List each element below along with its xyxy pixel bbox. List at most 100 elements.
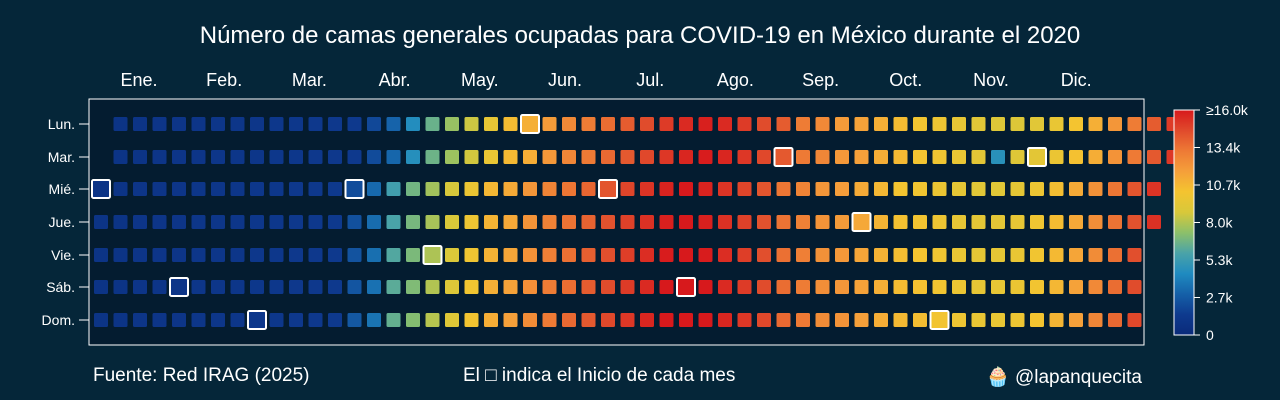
heatmap-cell — [581, 182, 596, 196]
heatmap-cell — [269, 182, 284, 196]
heatmap-cell — [425, 150, 440, 164]
heatmap-cell — [269, 280, 284, 294]
heatmap-cell — [1147, 182, 1161, 196]
heatmap-cell — [308, 248, 323, 262]
heatmap-cell — [815, 248, 830, 262]
heatmap-cell — [386, 215, 401, 229]
heatmap-cell — [406, 150, 420, 164]
heatmap-cell — [913, 215, 927, 229]
heatmap-cell — [815, 150, 830, 164]
heatmap-cell — [1010, 182, 1025, 196]
heatmap-cell — [874, 215, 888, 229]
weekday-label: Lun. — [48, 116, 75, 132]
heatmap-cell — [464, 313, 479, 327]
heatmap-cell — [152, 150, 167, 164]
heatmap-cell — [191, 215, 206, 229]
heatmap-cell — [659, 280, 674, 294]
heatmap-cell — [425, 117, 440, 131]
plot-area — [88, 98, 1145, 346]
heatmap-cell — [211, 280, 225, 294]
heatmap-cell — [1049, 248, 1064, 262]
month-start-cell — [929, 310, 950, 330]
heatmap-cell — [289, 117, 303, 131]
heatmap-cell — [737, 215, 752, 229]
heatmap-cell — [971, 280, 986, 294]
heatmap-cell — [94, 280, 108, 294]
heatmap-cell — [113, 280, 128, 294]
heatmap-cell — [679, 215, 693, 229]
heatmap-cell — [152, 313, 167, 327]
heatmap-cell — [1147, 150, 1161, 164]
heatmap-cell — [971, 313, 986, 327]
colorbar-tick-label: 0 — [1206, 327, 1214, 343]
heatmap-cell — [620, 280, 635, 294]
heatmap-cell — [113, 248, 128, 262]
colorbar-tick-label: 13.4k — [1206, 140, 1241, 156]
heatmap-cell — [425, 182, 440, 196]
heatmap-cell — [328, 117, 342, 131]
heatmap-cell — [406, 313, 420, 327]
heatmap-cell — [698, 313, 713, 327]
heatmap-cell — [406, 280, 420, 294]
heatmap-cell — [796, 117, 810, 131]
heatmap-cell — [250, 150, 264, 164]
heatmap-cell — [835, 150, 849, 164]
heatmap-cell — [698, 248, 713, 262]
heatmap-cell — [464, 215, 479, 229]
heatmap-cell — [776, 117, 791, 131]
heatmap-cell — [1010, 215, 1025, 229]
heatmap-cell — [620, 248, 635, 262]
heatmap-cell — [601, 248, 615, 262]
heatmap-cell — [328, 280, 342, 294]
heatmap-cell — [1108, 215, 1122, 229]
source-text: Fuente: Red IRAG (2025) — [93, 365, 310, 386]
heatmap-cell — [893, 313, 908, 327]
heatmap-cell — [133, 117, 147, 131]
heatmap-cell — [835, 248, 849, 262]
heatmap-cell — [367, 117, 381, 131]
heatmap-cell — [601, 280, 615, 294]
heatmap-cell — [971, 215, 986, 229]
heatmap-cell — [815, 280, 830, 294]
heatmap-cell — [796, 313, 810, 327]
heatmap-cell — [659, 117, 674, 131]
heatmap-cell — [1088, 117, 1103, 131]
heatmap-cell — [601, 117, 615, 131]
heatmap-cell — [1010, 117, 1025, 131]
heatmap-cell — [971, 117, 986, 131]
heatmap-cell — [328, 313, 342, 327]
heatmap-cell — [952, 182, 966, 196]
heatmap-cell — [913, 150, 927, 164]
heatmap-cell — [347, 248, 362, 262]
heatmap-cell — [737, 248, 752, 262]
heatmap-cell — [172, 150, 186, 164]
heatmap-cell — [269, 248, 284, 262]
heatmap-cell — [211, 215, 225, 229]
heatmap-cell — [484, 182, 498, 196]
author-credit: 🧁 @lapanquecita — [986, 367, 1142, 388]
heatmap-cell — [757, 280, 771, 294]
weekday-label: Mar. — [48, 149, 75, 165]
heatmap-cell — [776, 313, 791, 327]
heatmap-cell — [796, 215, 810, 229]
heatmap-cell — [484, 280, 498, 294]
heatmap-cell — [815, 117, 830, 131]
heatmap-cell — [523, 215, 537, 229]
heatmap-cell — [1049, 150, 1064, 164]
heatmap-cell — [1030, 117, 1044, 131]
heatmap-cell — [367, 280, 381, 294]
heatmap-cell — [1069, 215, 1083, 229]
heatmap-cell — [601, 150, 615, 164]
colorbar: 0 2.7k 5.3k 8.0k 10.7k 13.4k ≥16.0k — [1173, 102, 1249, 343]
heatmap-cell — [698, 150, 713, 164]
heatmap-cell — [1147, 117, 1161, 131]
heatmap-cell — [1127, 280, 1142, 294]
heatmap-cell — [620, 215, 635, 229]
heatmap-cell — [484, 248, 498, 262]
heatmap-cell — [659, 215, 674, 229]
heatmap-cell — [1088, 313, 1103, 327]
heatmap-cell — [484, 117, 498, 131]
heatmap-cell — [425, 313, 440, 327]
heatmap-cell — [328, 248, 342, 262]
heatmap-cell — [679, 182, 693, 196]
